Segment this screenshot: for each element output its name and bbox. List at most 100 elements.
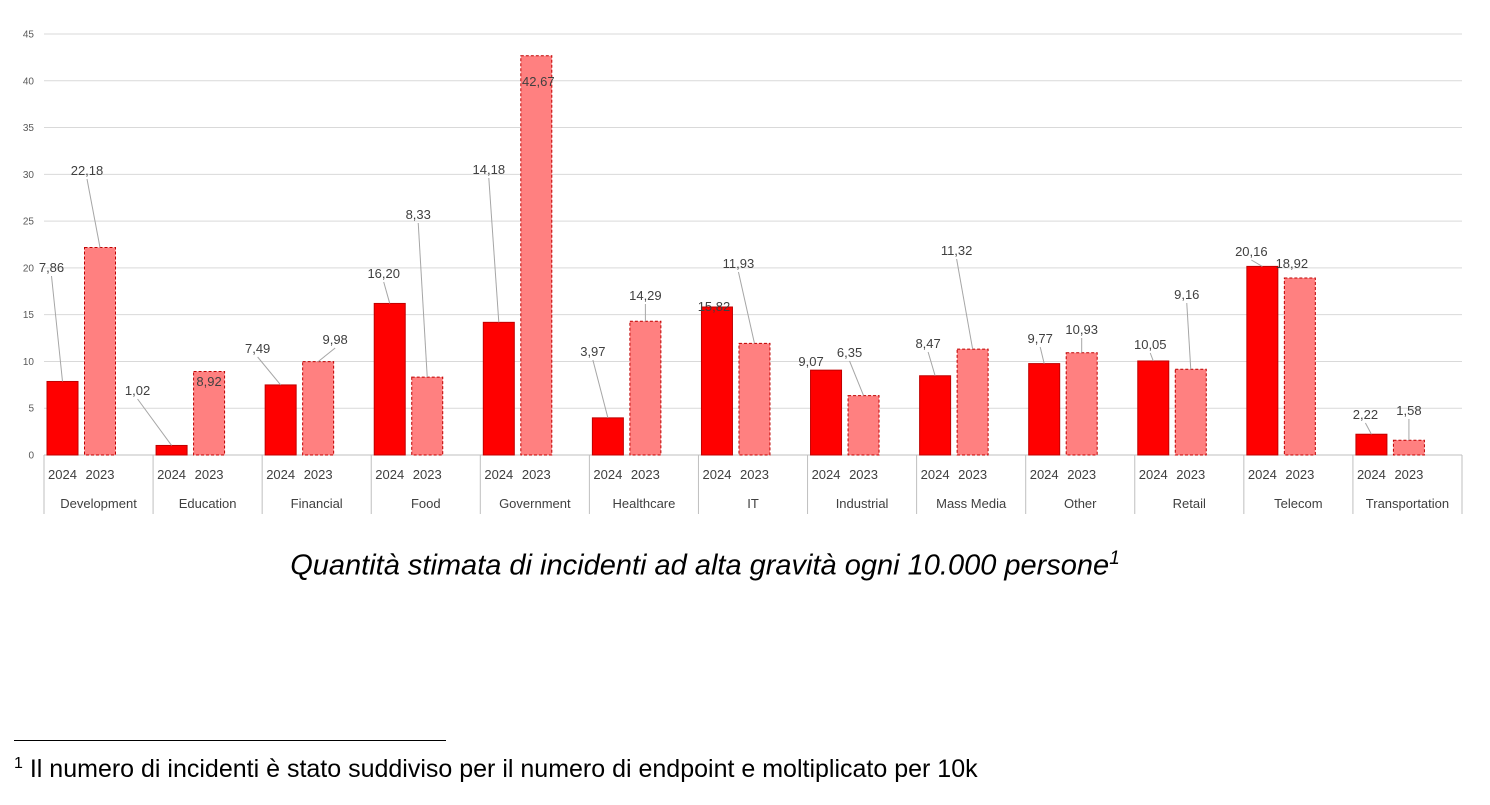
bar-2023 <box>411 376 444 456</box>
bar-2024 <box>264 384 297 456</box>
data-label: 11,93 <box>723 256 755 271</box>
chart-title-footnote-mark: 1 <box>1109 548 1120 569</box>
bar-2023 <box>1283 277 1316 456</box>
x-tick-year-label: 2023 <box>1285 467 1314 482</box>
x-tick-year-label: 2024 <box>1139 467 1168 482</box>
data-label: 14,18 <box>473 162 506 177</box>
footnote: 1 Il numero di incidenti è stato suddivi… <box>14 755 978 784</box>
data-label: 16,20 <box>367 266 400 281</box>
chart-title: Quantità stimata di incidenti ad alta gr… <box>0 548 1410 583</box>
bar-2023 <box>302 361 335 456</box>
x-tick-year-label: 2024 <box>812 467 841 482</box>
data-label: 6,35 <box>837 345 862 360</box>
x-tick-year-label: 2024 <box>1248 467 1277 482</box>
data-label-leader <box>956 258 974 350</box>
footnote-text: Il numero di incidenti è stato suddiviso… <box>29 755 978 783</box>
bar-2024 <box>1355 433 1388 456</box>
data-label-leader <box>737 271 755 344</box>
data-label-leader <box>849 360 865 396</box>
data-label: 8,33 <box>406 207 431 222</box>
data-label-leader <box>488 177 500 323</box>
data-label-leader <box>1186 302 1192 370</box>
data-label: 15,82 <box>698 299 731 314</box>
y-tick-label: 45 <box>23 30 35 41</box>
bar-2024 <box>1028 363 1061 456</box>
x-tick-year-label: 2023 <box>1394 467 1423 482</box>
data-label: 11,32 <box>941 243 973 258</box>
bar-2023 <box>1392 439 1425 456</box>
y-tick-label: 10 <box>23 357 35 368</box>
y-tick-label: 40 <box>23 76 35 87</box>
bar-2023 <box>520 55 553 456</box>
data-label: 10,93 <box>1065 322 1098 337</box>
x-tick-year-label: 2023 <box>86 467 115 482</box>
x-category-label: Telecom <box>1274 496 1322 511</box>
data-label-leader <box>383 281 391 304</box>
data-label-leader <box>592 359 609 418</box>
data-label: 10,05 <box>1134 337 1167 352</box>
x-tick-year-label: 2023 <box>1067 467 1096 482</box>
data-label: 2,22 <box>1353 407 1378 422</box>
data-label-leader <box>137 398 172 446</box>
bar-2024 <box>1246 265 1279 456</box>
x-category-label: Food <box>411 496 441 511</box>
x-tick-year-label: 2023 <box>849 467 878 482</box>
x-tick-year-label: 2024 <box>157 467 186 482</box>
data-label: 18,92 <box>1276 256 1309 271</box>
x-tick-year-label: 2024 <box>48 467 77 482</box>
data-label-leader <box>1251 259 1263 267</box>
data-label-leader <box>257 356 282 386</box>
bar-2024 <box>482 321 515 456</box>
data-label-leader <box>317 347 336 363</box>
x-category-label: Healthcare <box>612 496 675 511</box>
bar-2023 <box>738 342 771 456</box>
x-tick-year-label: 2023 <box>1176 467 1205 482</box>
y-tick-label: 15 <box>23 310 35 321</box>
data-label: 8,47 <box>915 336 940 351</box>
y-tick-label: 25 <box>23 217 35 228</box>
x-tick-year-label: 2024 <box>1357 467 1386 482</box>
x-category-label: Development <box>60 496 137 511</box>
x-category-label: Mass Media <box>936 496 1007 511</box>
data-label-leader <box>1039 346 1045 364</box>
footnote-divider <box>14 740 446 741</box>
y-tick-label: 35 <box>23 123 35 134</box>
x-tick-year-label: 2024 <box>921 467 950 482</box>
bar-2024 <box>810 369 843 456</box>
bar-2023 <box>1174 368 1207 456</box>
chart-title-text: Quantità stimata di incidenti ad alta gr… <box>290 549 1110 582</box>
x-category-label: IT <box>747 496 759 511</box>
bar-2023 <box>84 246 116 456</box>
x-tick-year-label: 2023 <box>631 467 660 482</box>
data-label-leader <box>1364 422 1372 435</box>
x-tick-year-label: 2023 <box>522 467 551 482</box>
data-label-leader <box>927 351 936 376</box>
x-tick-year-label: 2024 <box>375 467 404 482</box>
data-label: 9,98 <box>322 332 347 347</box>
x-tick-year-label: 2023 <box>958 467 987 482</box>
bar-2023 <box>847 395 880 456</box>
x-tick-year-label: 2024 <box>703 467 732 482</box>
bar-2024 <box>155 444 188 456</box>
x-category-label: Education <box>179 496 237 511</box>
bar-2023 <box>1065 352 1098 456</box>
x-category-label: Industrial <box>836 496 889 511</box>
x-tick-year-label: 2023 <box>195 467 224 482</box>
bar-2024 <box>46 380 79 456</box>
bar-2024 <box>919 375 952 456</box>
bar-2024 <box>1137 360 1170 456</box>
data-label: 9,07 <box>798 354 823 369</box>
data-label: 20,16 <box>1235 244 1268 259</box>
x-category-label: Government <box>499 496 571 511</box>
bar-2023 <box>956 348 989 456</box>
data-label: 1,58 <box>1396 403 1421 418</box>
y-tick-label: 20 <box>23 263 35 274</box>
data-label: 1,02 <box>125 383 150 398</box>
bar-2024 <box>700 306 733 456</box>
y-tick-label: 30 <box>23 170 35 181</box>
bar-2023 <box>193 371 226 456</box>
x-tick-year-label: 2023 <box>304 467 333 482</box>
data-label: 7,86 <box>39 260 64 275</box>
x-tick-year-label: 2024 <box>1030 467 1059 482</box>
bar-2023 <box>629 320 662 456</box>
